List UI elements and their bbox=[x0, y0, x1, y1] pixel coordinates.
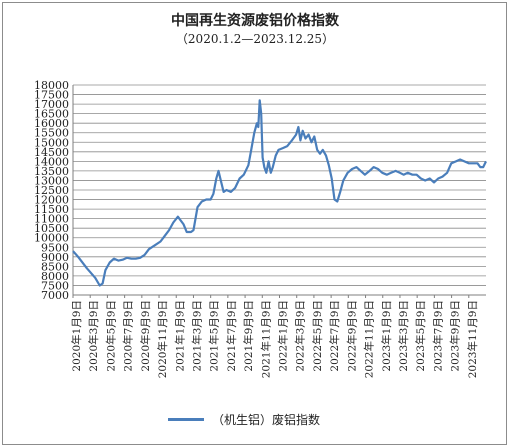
x-tick-label: 2023年3月9日 bbox=[397, 300, 410, 372]
x-tick-label: 2020年7月9日 bbox=[122, 300, 135, 372]
y-tick-label: 11500 bbox=[34, 203, 69, 216]
y-tick-label: 10000 bbox=[34, 232, 69, 245]
y-axis-tick-labels: 7000750080008500900095001000010500110001… bbox=[34, 79, 69, 302]
y-tick-label: 9000 bbox=[41, 251, 69, 264]
x-tick-label: 2022年11月9日 bbox=[363, 300, 376, 378]
y-tick-label: 15500 bbox=[34, 127, 69, 140]
x-tick-label: 2021年5月9日 bbox=[208, 300, 221, 372]
x-tick-label: 2020年3月9日 bbox=[87, 300, 100, 372]
y-tick-label: 16500 bbox=[34, 108, 69, 121]
y-tick-label: 17500 bbox=[34, 89, 69, 102]
x-tick-label: 2020年1月9日 bbox=[70, 300, 83, 372]
axes bbox=[72, 85, 486, 298]
x-tick-label: 2022年3月9日 bbox=[294, 300, 307, 372]
series-line bbox=[72, 99, 487, 287]
y-tick-label: 12500 bbox=[34, 184, 69, 197]
x-tick-label: 2022年7月9日 bbox=[328, 300, 341, 372]
legend: （机生铝）废铝指数 bbox=[168, 411, 320, 427]
legend-swatch bbox=[168, 417, 204, 421]
y-tick-label: 8500 bbox=[41, 260, 69, 273]
x-tick-label: 2023年11月9日 bbox=[466, 300, 479, 378]
x-tick-label: 2023年9月9日 bbox=[449, 300, 462, 372]
y-tick-label: 7500 bbox=[41, 279, 69, 292]
x-tick-label: 2021年3月9日 bbox=[190, 300, 203, 372]
x-tick-label: 2022年5月9日 bbox=[311, 300, 324, 372]
x-tick-label: 2021年1月9日 bbox=[173, 300, 186, 372]
y-tick-label: 15000 bbox=[34, 136, 69, 149]
x-tick-label: 2021年9月9日 bbox=[242, 300, 255, 372]
x-tick-label: 2021年7月9日 bbox=[225, 300, 238, 372]
chart-subtitle: （2020.1.2—2023.12.25） bbox=[175, 32, 335, 46]
x-tick-label: 2023年7月9日 bbox=[431, 300, 444, 372]
x-tick-label: 2021年11月9日 bbox=[259, 300, 272, 378]
x-tick-label: 2022年1月9日 bbox=[277, 300, 290, 372]
legend-label: （机生铝）废铝指数 bbox=[212, 412, 321, 427]
y-tick-label: 14000 bbox=[34, 155, 69, 168]
y-tick-label: 13500 bbox=[34, 165, 69, 178]
y-tick-label: 13000 bbox=[34, 174, 69, 187]
x-tick-label: 2023年5月9日 bbox=[414, 300, 427, 372]
chart-frame bbox=[2, 2, 507, 445]
y-tick-label: 14500 bbox=[34, 146, 69, 159]
x-tick-label: 2020年5月9日 bbox=[104, 300, 117, 372]
x-axis-tick-labels: 2020年1月9日 2020年3月9日 2020年5月9日 2020年7月9日 2020… bbox=[70, 300, 479, 378]
y-tick-label: 17000 bbox=[34, 98, 69, 111]
grid-lines bbox=[73, 84, 486, 296]
x-tick-label: 2023年1月9日 bbox=[380, 300, 393, 372]
y-tick-label: 18000 bbox=[34, 79, 69, 92]
x-tick-label: 2020年11月9日 bbox=[156, 300, 169, 378]
chart-title: 中国再生资源废铝价格指数 bbox=[171, 13, 339, 29]
x-tick-label: 2020年9月9日 bbox=[139, 300, 152, 372]
y-tick-label: 7000 bbox=[41, 289, 69, 302]
y-tick-label: 16000 bbox=[34, 117, 69, 130]
series-layer bbox=[72, 99, 487, 287]
y-tick-label: 11000 bbox=[34, 213, 69, 226]
y-tick-label: 9500 bbox=[41, 241, 69, 254]
x-tick-label: 2022年9月9日 bbox=[345, 300, 358, 372]
y-tick-label: 10500 bbox=[34, 222, 69, 235]
y-tick-label: 8000 bbox=[41, 270, 69, 283]
y-tick-label: 12000 bbox=[34, 194, 69, 207]
